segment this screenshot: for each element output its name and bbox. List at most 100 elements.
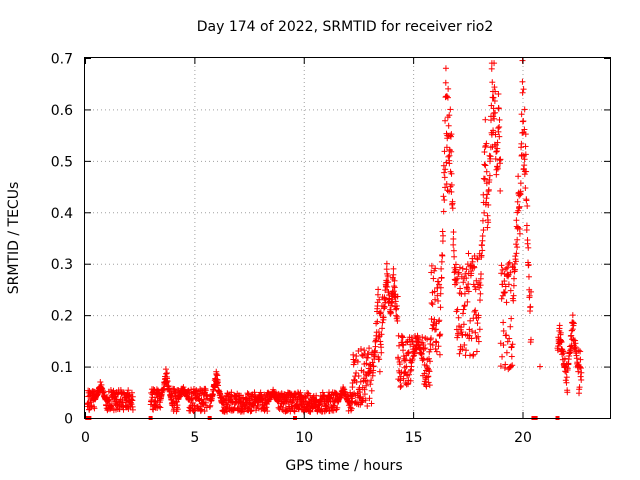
- data-point: [399, 341, 406, 348]
- data-point: [468, 270, 475, 277]
- data-point: [523, 168, 530, 175]
- data-point: [505, 261, 512, 268]
- data-point: [421, 370, 428, 377]
- data-point: [437, 290, 444, 297]
- data-point: [445, 85, 452, 92]
- data-point: [491, 60, 498, 67]
- data-point: [496, 133, 503, 140]
- data-point: [471, 283, 478, 290]
- data-point: [509, 341, 516, 348]
- data-point: [413, 345, 420, 352]
- data-point: [445, 122, 452, 129]
- data-point: [525, 261, 532, 268]
- plot-frame: [84, 57, 611, 419]
- data-point: [376, 296, 383, 303]
- data-point: [362, 397, 369, 404]
- data-point: [510, 282, 517, 289]
- data-point: [307, 408, 314, 415]
- data-point: [395, 355, 402, 362]
- data-point: [303, 395, 310, 402]
- data-point: [392, 298, 399, 305]
- data-point: [448, 131, 455, 138]
- data-point: [451, 253, 458, 260]
- data-point: [407, 367, 414, 374]
- data-point: [446, 152, 453, 159]
- data-point: [491, 97, 498, 104]
- data-point: [369, 359, 376, 366]
- data-point: [459, 265, 466, 272]
- data-point: [460, 306, 467, 313]
- data-point: [409, 356, 416, 363]
- data-point: [411, 350, 418, 357]
- data-point: [438, 258, 445, 265]
- data-point: [485, 201, 492, 208]
- data-point: [527, 336, 534, 343]
- data-point: [280, 399, 287, 406]
- data-point: [440, 162, 447, 169]
- data-point: [291, 408, 298, 415]
- data-point: [323, 407, 330, 414]
- data-point: [440, 208, 447, 215]
- data-point: [460, 321, 467, 328]
- data-point: [398, 382, 405, 389]
- data-point: [403, 339, 410, 346]
- data-point: [515, 173, 522, 180]
- data-point: [463, 347, 470, 354]
- data-point: [247, 397, 254, 404]
- data-point: [382, 287, 389, 294]
- data-point: [219, 393, 226, 400]
- data-point: [476, 326, 483, 333]
- data-point: [425, 373, 432, 380]
- data-point: [201, 396, 208, 403]
- data-point: [506, 259, 513, 266]
- data-point: [577, 373, 584, 380]
- data-point: [490, 113, 497, 120]
- data-point: [379, 325, 386, 332]
- data-point: [433, 348, 440, 355]
- data-point: [448, 148, 455, 155]
- data-point: [521, 126, 528, 133]
- data-point: [437, 284, 444, 291]
- data-point: [521, 156, 528, 163]
- data-point: [125, 387, 132, 394]
- data-point: [520, 152, 527, 159]
- data-point: [477, 282, 484, 289]
- data-point: [493, 148, 500, 155]
- data-point: [469, 258, 476, 265]
- data-point: [443, 144, 450, 151]
- data-point: [403, 363, 410, 370]
- data-point: [440, 193, 447, 200]
- data-point: [207, 402, 214, 409]
- data-point: [433, 326, 440, 333]
- data-point: [435, 297, 442, 304]
- data-point: [402, 369, 409, 376]
- data-point: [493, 166, 500, 173]
- data-point: [390, 265, 397, 272]
- data-point: [443, 180, 450, 187]
- data-point: [436, 317, 443, 324]
- data-point: [426, 358, 433, 365]
- data-point: [366, 345, 373, 352]
- data-point: [465, 250, 472, 257]
- data-point: [472, 286, 479, 293]
- data-point: [129, 393, 136, 400]
- data-point: [202, 399, 209, 406]
- data-point: [503, 332, 510, 339]
- data-point: [397, 384, 404, 391]
- data-point: [449, 205, 456, 212]
- data-point: [429, 301, 436, 308]
- data-point: [450, 229, 457, 236]
- data-point: [502, 265, 509, 272]
- data-point: [376, 368, 383, 375]
- data-point: [472, 329, 479, 336]
- data-point: [487, 153, 494, 160]
- data-point: [381, 294, 388, 301]
- data-point: [419, 334, 426, 341]
- data-point: [518, 140, 525, 147]
- data-points: [84, 57, 585, 420]
- data-point: [361, 347, 368, 354]
- data-point: [408, 338, 415, 345]
- data-point: [212, 375, 219, 382]
- data-point: [378, 344, 385, 351]
- data-point: [457, 285, 464, 292]
